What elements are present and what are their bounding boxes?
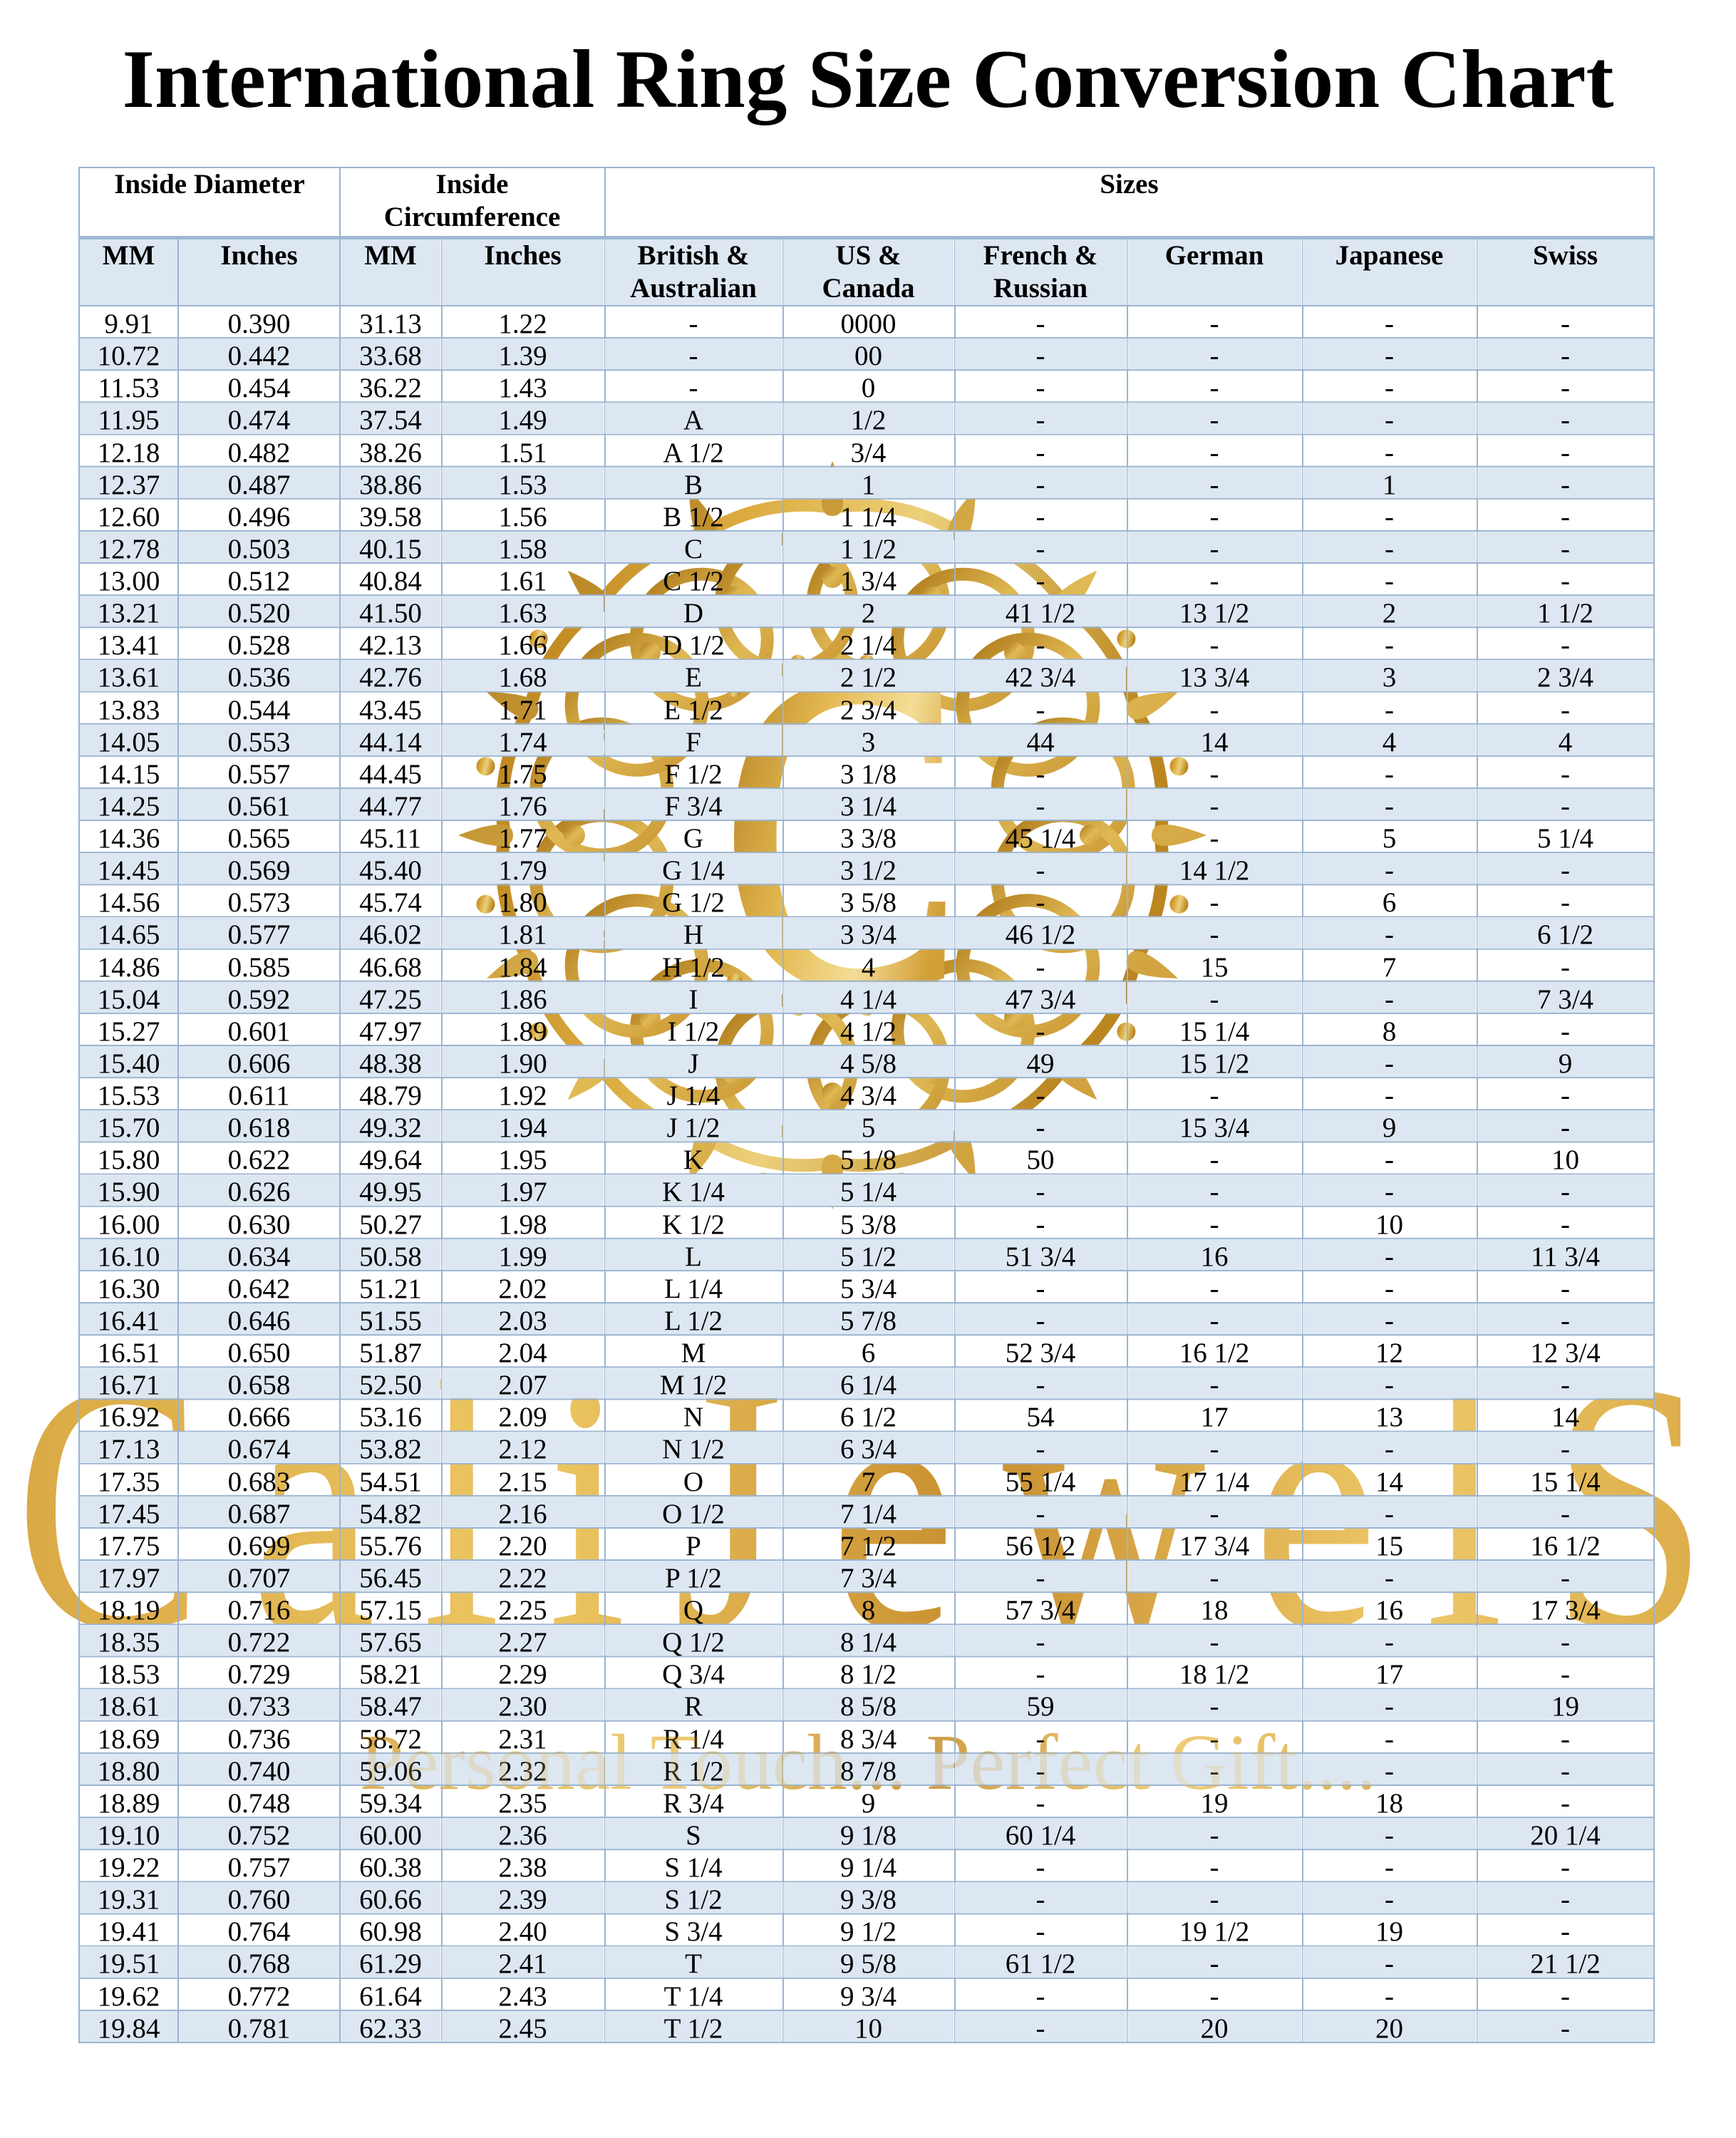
svg-text:Personal Touch... Perfect Gift: Personal Touch... Perfect Gift.... — [360, 1719, 1377, 1807]
